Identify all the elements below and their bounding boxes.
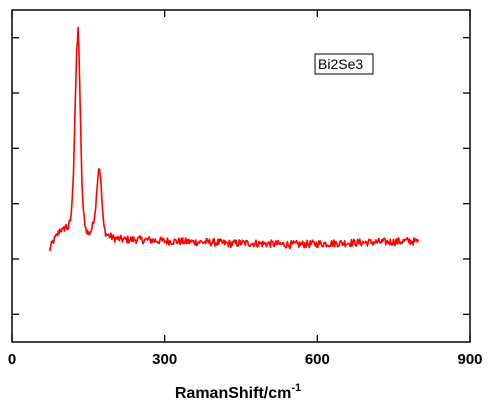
x-axis-title: RamanShift/cm-1 [175,382,301,402]
x-tick-label: 600 [305,351,330,368]
x-tick-label: 300 [152,351,177,368]
plot-frame [11,9,471,343]
x-tick-label: 900 [457,351,482,368]
x-axis-title-text: RamanShift/cm [175,385,291,402]
legend-series-name: Bi2Se3 [318,56,363,72]
series-line-bi2se3 [48,26,420,252]
x-tick-label: 0 [8,351,16,368]
x-axis-title-superscript: -1 [291,382,301,394]
legend: Bi2Se3 [314,53,374,75]
axis-ticks [11,10,471,342]
x-tick-labels: 0 300 600 900 [8,351,483,368]
legend-box [314,53,374,75]
